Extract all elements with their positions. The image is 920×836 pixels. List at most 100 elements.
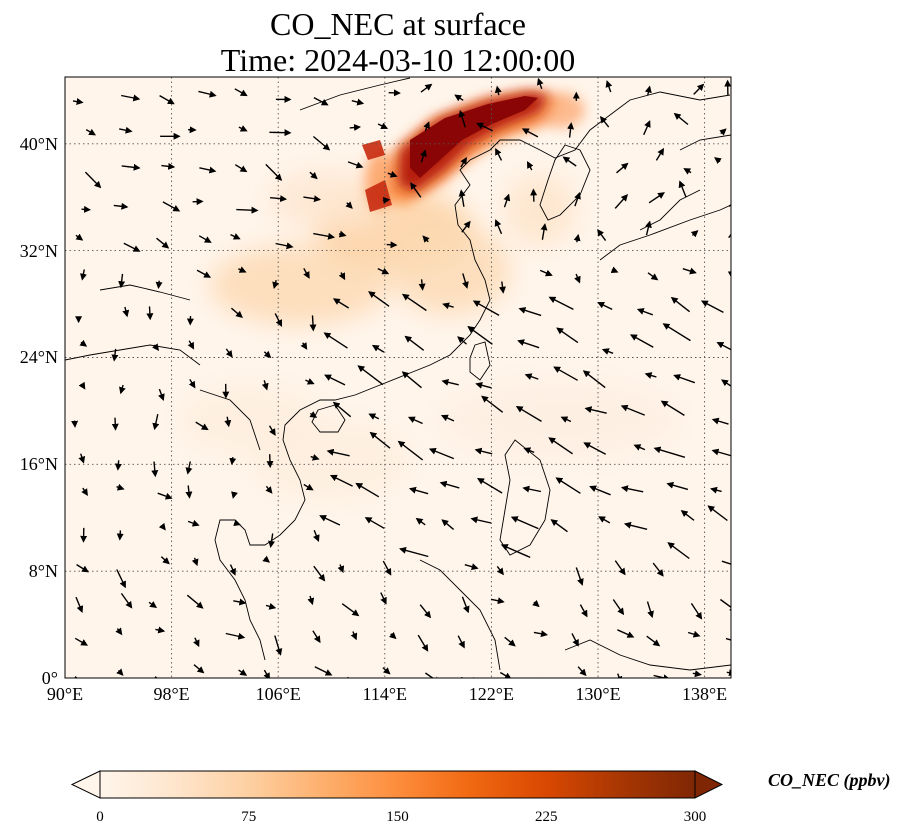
wind-arrow (527, 161, 534, 171)
colorbar-tick-label: 300 (684, 809, 707, 825)
wind-arrow (636, 308, 654, 316)
wind-arrow (476, 477, 503, 494)
lon-tick-label: 106°E (256, 684, 301, 704)
wind-arrow (644, 372, 657, 379)
lat-axis: 0° 8°N 16°N 24°N 32°N 40°N (20, 134, 58, 688)
wind-arrow (161, 162, 176, 170)
wind-arrow (605, 80, 613, 93)
wind-arrow (225, 632, 246, 640)
wind-arrow (633, 444, 646, 451)
map-frame (64, 76, 732, 679)
wind-arrow (401, 293, 427, 312)
wind-arrow (496, 565, 504, 576)
wind-arrow (274, 635, 283, 656)
wind-arrow (692, 670, 702, 678)
wind-arrow (382, 196, 391, 204)
lon-axis: 90°E 98°E 106°E 114°E 122°E 130°E 138°E (47, 684, 727, 704)
wind-arrow (332, 401, 352, 418)
wind-arrow (670, 296, 691, 313)
wind-arrow (79, 339, 88, 347)
wind-arrow (464, 563, 479, 571)
wind-arrow (680, 510, 695, 521)
wind-arrow (349, 124, 361, 131)
wind-arrow (387, 171, 398, 178)
wind-arrow (380, 592, 387, 605)
wind-arrow (382, 667, 391, 675)
wind-arrow (355, 482, 380, 498)
wind-arrow (442, 302, 454, 310)
wind-arrow (470, 516, 492, 524)
wind-arrow (441, 378, 459, 386)
wind-arrow (160, 556, 170, 565)
lat-tick-label: 24°N (20, 347, 58, 367)
wind-arrow (305, 378, 315, 385)
wind-arrow (660, 400, 685, 416)
wind-arrow (199, 166, 217, 174)
wind-arrow (323, 332, 348, 349)
wind-arrow (324, 374, 346, 386)
wind-arrow (499, 281, 506, 294)
wind-arrow (574, 191, 581, 207)
wind-arrow (72, 98, 84, 105)
lon-tick-label: 130°E (575, 684, 620, 704)
wind-arrow (151, 461, 159, 478)
wind-arrow (116, 668, 124, 676)
wind-arrow (309, 171, 318, 180)
wind-vectors (71, 77, 731, 678)
wind-arrow (598, 516, 611, 524)
wind-arrow (338, 230, 347, 238)
wind-arrow (458, 109, 466, 128)
wind-arrow (377, 267, 390, 275)
wind-arrow (193, 664, 205, 674)
wind-arrow (146, 306, 154, 321)
wind-arrow (274, 313, 283, 327)
wind-arrow (263, 669, 270, 678)
wind-arrow (597, 228, 607, 242)
wind-arrow (265, 163, 283, 181)
wind-arrow (647, 272, 659, 281)
wind-arrow (75, 596, 84, 613)
wind-arrow (269, 129, 292, 137)
wind-arrow (114, 460, 122, 471)
wind-arrow (644, 220, 652, 236)
wind-arrow (148, 601, 158, 609)
wind-arrow (571, 633, 579, 647)
wind-arrow (357, 365, 384, 386)
wind-arrow (418, 279, 426, 291)
wind-arrow (428, 447, 455, 460)
colorbar-min-extend (70, 770, 101, 799)
wind-arrow (404, 335, 425, 351)
wind-arrow (309, 411, 318, 418)
wind-arrow (682, 267, 697, 275)
wind-arrow (76, 564, 89, 573)
wind-arrow (690, 230, 699, 238)
lon-tick-label: 98°E (153, 684, 189, 704)
wind-arrow (78, 381, 86, 390)
wind-arrow (74, 637, 89, 646)
wind-arrow (81, 487, 88, 496)
wind-arrow (472, 300, 500, 317)
wind-arrow (494, 85, 502, 96)
wind-arrow (573, 233, 581, 243)
wind-arrow (310, 453, 320, 461)
wind-arrow (369, 431, 391, 449)
wind-arrow (648, 192, 665, 204)
wind-arrow (707, 505, 728, 522)
wind-arrow (562, 156, 577, 167)
wind-arrow (115, 627, 123, 636)
wind-arrow (643, 120, 651, 136)
wind-arrow (515, 405, 542, 423)
wind-arrow (548, 437, 573, 455)
wind-arrow (187, 340, 195, 350)
wind-arrow (195, 421, 209, 431)
wind-arrow (345, 201, 353, 209)
wind-arrow (548, 296, 574, 311)
wind-arrow (652, 562, 664, 577)
wind-arrow (646, 635, 661, 647)
wind-arrow (198, 235, 212, 243)
lon-tick-label: 114°E (363, 684, 408, 704)
wind-arrow (120, 592, 133, 609)
wind-arrow (523, 447, 535, 454)
wind-arrow (236, 206, 259, 214)
wind-arrow (474, 447, 493, 455)
